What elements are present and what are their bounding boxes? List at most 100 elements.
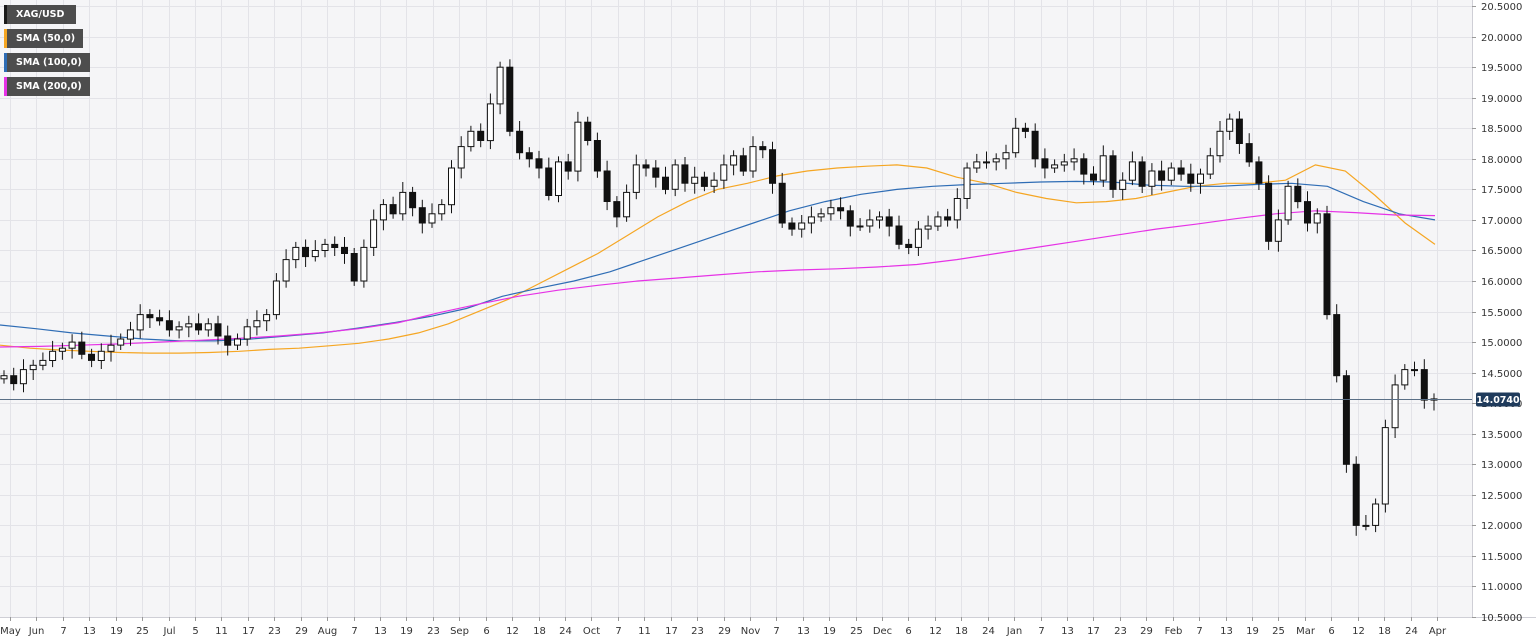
- candle-body: [710, 179, 718, 187]
- candle-body: [136, 314, 144, 331]
- legend: XAG/USD SMA (50,0) SMA (100,0) SMA (200,…: [4, 5, 90, 101]
- x-tick-label: 29: [295, 626, 308, 637]
- x-tick-label: 7: [351, 626, 357, 637]
- candle-body: [506, 66, 514, 132]
- candle-body: [360, 246, 368, 282]
- y-tick-label: 13.5000: [1481, 430, 1522, 441]
- x-tick-label: Jan: [1006, 626, 1022, 637]
- y-tick-label: 20.0000: [1481, 33, 1522, 44]
- candle-body: [613, 201, 621, 218]
- legend-swatch: [4, 77, 7, 96]
- y-tick-label: 17.5000: [1481, 185, 1522, 196]
- candle-body: [866, 219, 874, 227]
- y-tick-label: 12.0000: [1481, 521, 1522, 532]
- candle-body: [545, 167, 553, 196]
- x-tick-label: 19: [1246, 626, 1259, 637]
- candle-body: [1031, 130, 1039, 160]
- x-tick-label: 13: [83, 626, 96, 637]
- candle-body: [953, 198, 961, 221]
- candle-body: [681, 164, 689, 184]
- candle-body: [807, 216, 815, 224]
- x-tick-label: 6: [483, 626, 489, 637]
- candle-body: [992, 158, 1000, 163]
- candle-body: [1255, 161, 1263, 184]
- candle-body: [652, 167, 660, 178]
- candle-body: [224, 335, 232, 346]
- candle-body: [856, 225, 864, 228]
- candle-body: [1372, 503, 1380, 526]
- candle-body: [662, 176, 669, 190]
- candle-body: [593, 140, 601, 172]
- x-tick-label: 23: [427, 626, 440, 637]
- candle-body: [311, 250, 319, 258]
- x-tick-label: 25: [136, 626, 149, 637]
- x-tick-label: 12: [1352, 626, 1365, 637]
- candle-body: [49, 350, 57, 361]
- legend-swatch: [4, 53, 7, 72]
- candle-body: [263, 314, 271, 322]
- x-tick-label: Dec: [873, 626, 892, 637]
- x-tick-label: 19: [110, 626, 123, 637]
- x-tick-label: 19: [400, 626, 413, 637]
- legend-item-sma-100[interactable]: SMA (100,0): [4, 53, 90, 72]
- candle-body: [29, 364, 37, 371]
- candle-body: [1128, 161, 1136, 181]
- x-tick-label: Sep: [450, 626, 469, 637]
- x-tick-label: 24: [559, 626, 572, 637]
- x-tick-label: 7: [773, 626, 779, 637]
- x-tick-label: May: [0, 626, 21, 637]
- x-tick-label: 29: [1140, 626, 1153, 637]
- candle-body: [623, 191, 631, 218]
- candle-body: [885, 216, 893, 227]
- x-tick-label: Mar: [1296, 626, 1316, 637]
- candle-body: [282, 259, 290, 282]
- x-tick-label: 11: [638, 626, 651, 637]
- x-tick-label: 13: [1061, 626, 1074, 637]
- legend-item-xagusd[interactable]: XAG/USD: [4, 5, 76, 24]
- candle-body: [1148, 170, 1156, 187]
- candle-body: [1323, 213, 1331, 316]
- candle-body: [1167, 167, 1175, 181]
- candle-body: [350, 253, 358, 282]
- x-tick-label: 18: [955, 626, 968, 637]
- candle-body: [1333, 314, 1341, 377]
- x-tick-label: 13: [1220, 626, 1233, 637]
- y-tick-label: 10.5000: [1481, 613, 1522, 624]
- x-tick-label: Jul: [162, 626, 175, 637]
- candle-body: [1206, 155, 1214, 175]
- candle-body: [564, 161, 572, 172]
- legend-item-sma-50[interactable]: SMA (50,0): [4, 29, 84, 48]
- x-tick-label: Oct: [583, 626, 600, 637]
- candle-body: [1411, 369, 1418, 372]
- y-tick-label: 20.5000: [1481, 2, 1522, 13]
- candle-body: [1216, 130, 1224, 157]
- candle-body: [584, 121, 592, 141]
- y-tick-label: 18.5000: [1481, 124, 1522, 135]
- candle-body: [146, 314, 154, 319]
- candle-body: [88, 353, 95, 361]
- candle-body: [175, 326, 183, 331]
- x-tick-label: 7: [60, 626, 66, 637]
- candle-body: [574, 121, 582, 172]
- candle-body: [1226, 118, 1234, 132]
- candle-body: [195, 323, 202, 331]
- x-tick-label: 23: [691, 626, 704, 637]
- candles: [0, 59, 1438, 536]
- legend-item-sma-200[interactable]: SMA (200,0): [4, 77, 90, 96]
- x-tick-label: 23: [268, 626, 281, 637]
- candle-body: [1265, 182, 1273, 242]
- candle-body: [603, 170, 611, 202]
- y-axis: 10.5000 11.0000 11.5000 12.0000 12.5000 13.00…: [1472, 2, 1522, 624]
- candle-body: [730, 155, 738, 166]
- candle-body: [409, 191, 417, 209]
- candle-body: [1197, 173, 1204, 184]
- candle-body: [759, 146, 767, 151]
- x-tick-label: 18: [533, 626, 546, 637]
- candle-body: [1041, 158, 1049, 169]
- candle-body: [739, 155, 747, 172]
- candle-body: [156, 317, 164, 322]
- candle-body: [1060, 161, 1068, 166]
- candle-body: [642, 164, 650, 169]
- candle-body: [370, 219, 378, 248]
